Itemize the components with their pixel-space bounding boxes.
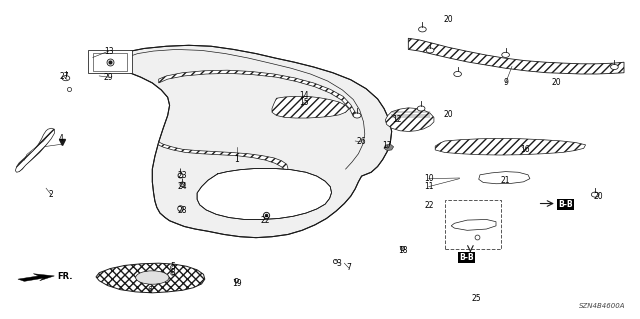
Polygon shape xyxy=(479,172,530,184)
Text: 3: 3 xyxy=(337,259,342,268)
Ellipse shape xyxy=(417,106,425,111)
Bar xyxy=(93,53,127,71)
Text: 15: 15 xyxy=(299,98,309,107)
Text: 29: 29 xyxy=(104,73,114,82)
Polygon shape xyxy=(197,168,332,219)
Text: 24: 24 xyxy=(177,182,188,191)
Text: 20: 20 xyxy=(593,192,604,201)
Text: B-B: B-B xyxy=(460,253,474,262)
Ellipse shape xyxy=(502,52,509,57)
Ellipse shape xyxy=(611,64,618,70)
Ellipse shape xyxy=(426,48,434,53)
Text: 18: 18 xyxy=(399,246,408,255)
Text: 23: 23 xyxy=(177,171,188,180)
Text: SZN4B4600A: SZN4B4600A xyxy=(579,303,626,309)
Text: 14: 14 xyxy=(299,91,309,100)
Polygon shape xyxy=(408,38,624,74)
Text: 7: 7 xyxy=(346,263,351,272)
Text: 2: 2 xyxy=(49,190,54,199)
Text: 12: 12 xyxy=(392,115,401,124)
Polygon shape xyxy=(159,70,356,116)
Bar xyxy=(445,200,501,249)
Text: 13: 13 xyxy=(104,47,114,56)
Polygon shape xyxy=(120,45,392,238)
Text: 16: 16 xyxy=(520,145,530,154)
Text: 21: 21 xyxy=(501,176,510,185)
Text: 10: 10 xyxy=(424,174,434,183)
Text: 19: 19 xyxy=(232,279,242,288)
Ellipse shape xyxy=(136,271,169,284)
Text: 9: 9 xyxy=(503,78,508,87)
Text: 8: 8 xyxy=(170,268,175,277)
Text: 26: 26 xyxy=(356,137,367,146)
Text: 25: 25 xyxy=(472,294,482,303)
Ellipse shape xyxy=(454,71,461,77)
Text: 20: 20 xyxy=(443,15,453,24)
Text: 1: 1 xyxy=(234,155,239,164)
Text: 22: 22 xyxy=(424,201,433,210)
Text: 11: 11 xyxy=(424,182,433,191)
Polygon shape xyxy=(18,274,54,281)
Text: 28: 28 xyxy=(178,206,187,215)
Text: 20: 20 xyxy=(443,110,453,119)
Bar xyxy=(88,50,132,73)
Polygon shape xyxy=(272,96,349,118)
Polygon shape xyxy=(385,108,434,131)
Text: 27: 27 xyxy=(59,72,69,81)
Text: FR.: FR. xyxy=(58,272,73,281)
Polygon shape xyxy=(451,219,496,230)
Polygon shape xyxy=(435,138,586,155)
Ellipse shape xyxy=(353,113,361,118)
Text: 4: 4 xyxy=(58,134,63,143)
Text: 17: 17 xyxy=(382,141,392,150)
Text: 5: 5 xyxy=(170,262,175,271)
Polygon shape xyxy=(159,142,288,174)
Polygon shape xyxy=(384,144,394,151)
Ellipse shape xyxy=(419,27,426,32)
Text: 20: 20 xyxy=(552,78,562,87)
Polygon shape xyxy=(96,263,205,293)
Text: 22: 22 xyxy=(261,216,270,225)
Ellipse shape xyxy=(591,192,599,197)
Polygon shape xyxy=(15,128,54,172)
Text: B-B: B-B xyxy=(558,200,573,209)
Text: 6: 6 xyxy=(148,286,153,295)
Ellipse shape xyxy=(62,76,70,81)
